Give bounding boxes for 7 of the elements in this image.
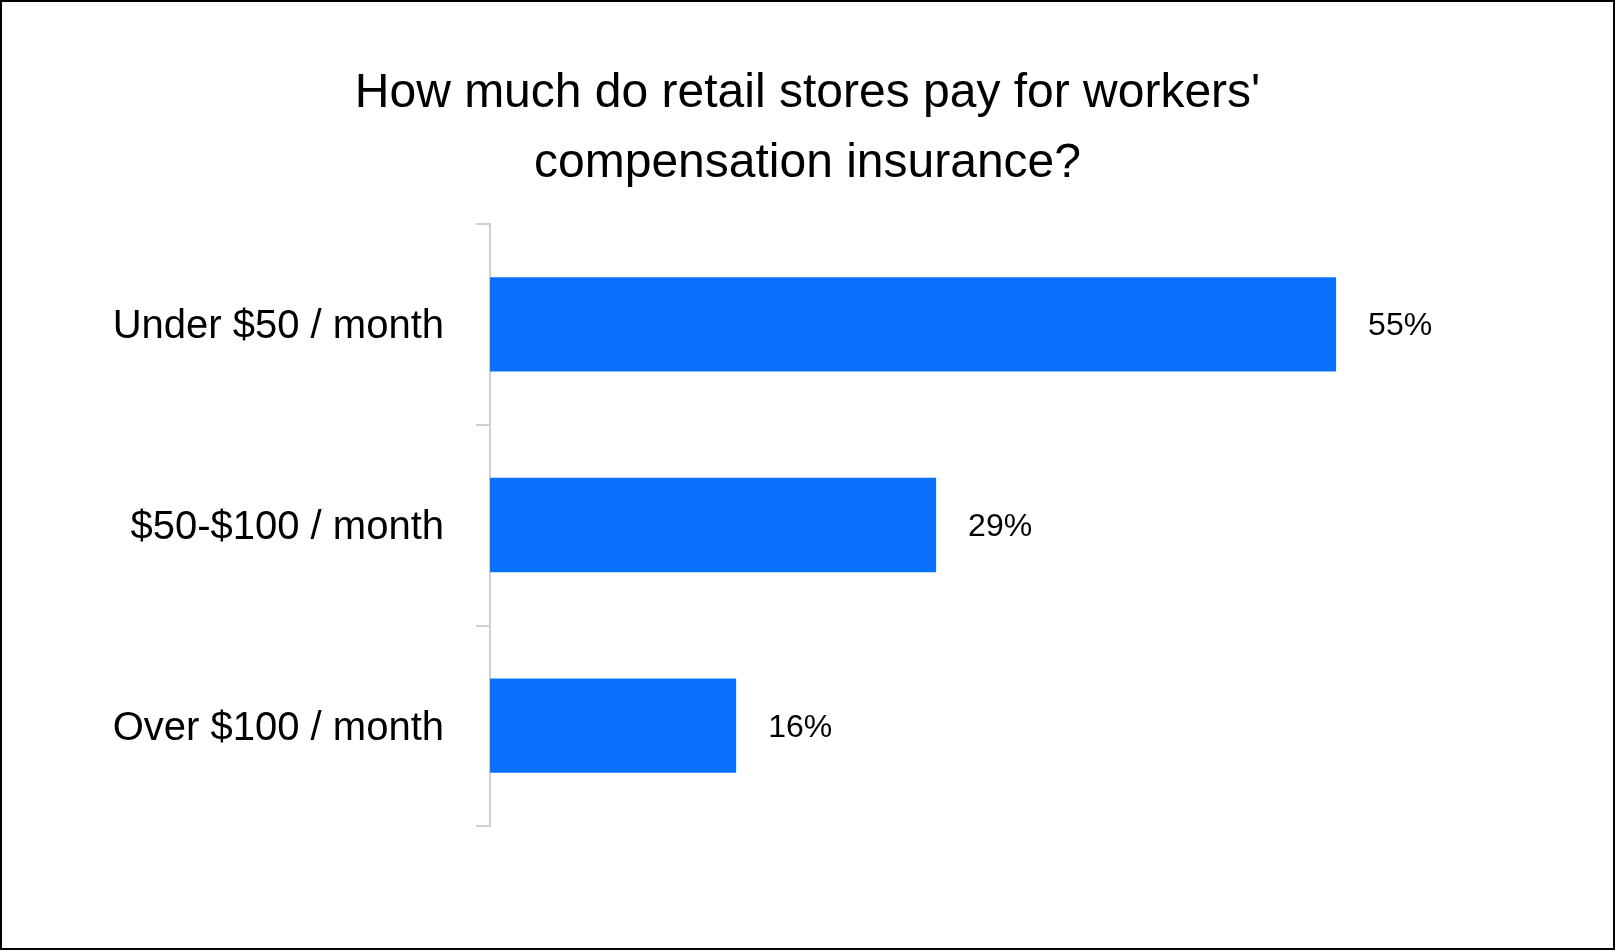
chart-title: How much do retail stores pay for workers' compensation insurance?	[354, 63, 1261, 187]
data-label: 16%	[768, 707, 833, 744]
data-label: 55%	[1368, 306, 1433, 343]
y-tick-label: $50-$100 / month	[130, 503, 444, 547]
y-tick-label: Under $50 / month	[112, 302, 444, 347]
y-tick-label: Over $100 / month	[112, 703, 444, 748]
data-label: 29%	[968, 507, 1033, 543]
